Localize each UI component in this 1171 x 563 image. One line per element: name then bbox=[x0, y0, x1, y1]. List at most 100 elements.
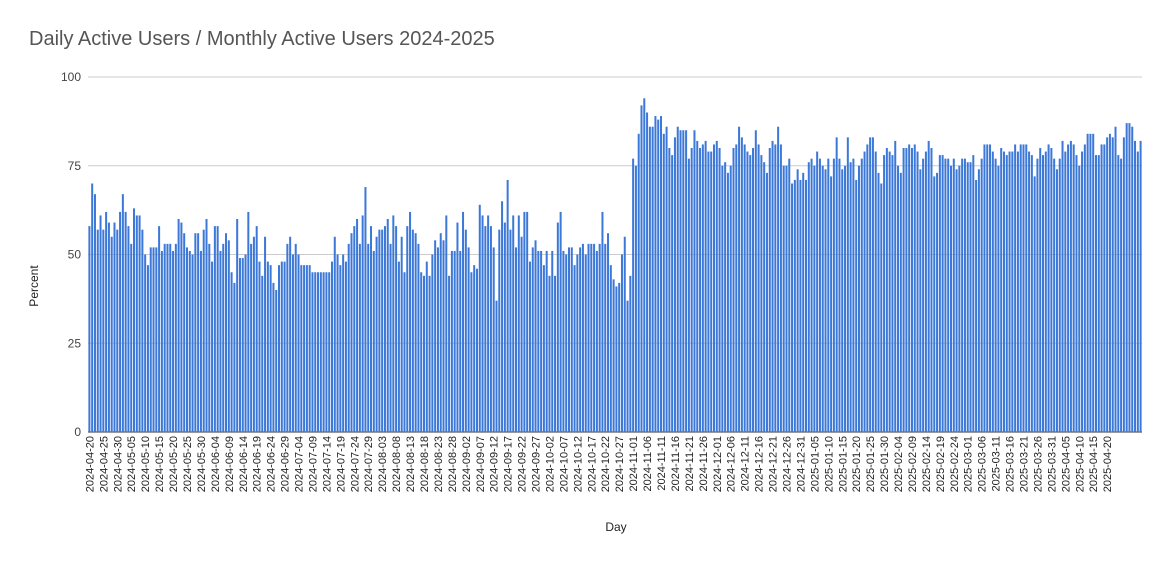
bar bbox=[958, 165, 961, 432]
bar bbox=[503, 222, 506, 432]
bar bbox=[857, 165, 860, 432]
x-axis-label: Day bbox=[605, 520, 626, 534]
bar bbox=[559, 211, 562, 432]
bar bbox=[991, 151, 994, 433]
y-tick-label: 50 bbox=[68, 248, 82, 262]
bar bbox=[1050, 148, 1053, 432]
bar bbox=[166, 243, 169, 432]
bar bbox=[523, 211, 526, 432]
bar bbox=[1011, 151, 1014, 433]
x-tick-label: 2025-02-09 bbox=[907, 436, 919, 492]
bar bbox=[303, 265, 306, 432]
bar bbox=[172, 250, 175, 432]
bar bbox=[548, 275, 551, 432]
bar bbox=[297, 254, 300, 432]
bar bbox=[623, 236, 626, 432]
x-tick-label: 2024-06-09 bbox=[224, 436, 236, 492]
bar bbox=[238, 258, 241, 432]
bar bbox=[746, 151, 749, 433]
bar bbox=[832, 158, 835, 432]
bar bbox=[969, 162, 972, 432]
bar bbox=[880, 183, 883, 432]
x-tick-label: 2024-12-21 bbox=[768, 436, 780, 492]
bar bbox=[646, 112, 649, 432]
bar bbox=[417, 243, 420, 432]
x-tick-label: 2024-04-20 bbox=[84, 436, 96, 492]
bar bbox=[537, 250, 540, 432]
x-tick-label: 2025-04-20 bbox=[1102, 436, 1114, 492]
x-tick-label: 2024-12-16 bbox=[754, 436, 766, 492]
x-tick-label: 2024-05-20 bbox=[168, 436, 180, 492]
x-tick-label: 2025-03-26 bbox=[1032, 436, 1044, 492]
bar bbox=[515, 247, 518, 432]
bar bbox=[1128, 123, 1131, 433]
bar bbox=[116, 229, 119, 432]
bar bbox=[966, 162, 969, 432]
bar bbox=[562, 250, 565, 432]
bar bbox=[961, 158, 964, 432]
bar bbox=[699, 148, 702, 432]
bar bbox=[289, 236, 292, 432]
x-tick-label: 2024-12-11 bbox=[740, 436, 752, 491]
bar bbox=[420, 272, 423, 432]
x-tick-label: 2025-03-31 bbox=[1046, 436, 1058, 492]
bar bbox=[534, 240, 537, 432]
bar bbox=[386, 219, 389, 432]
bar bbox=[726, 172, 729, 432]
bar bbox=[261, 275, 264, 432]
bar bbox=[347, 243, 350, 432]
bar bbox=[972, 155, 975, 432]
bar bbox=[141, 229, 144, 432]
bar bbox=[749, 155, 752, 432]
bar bbox=[283, 261, 286, 432]
bar bbox=[250, 243, 253, 432]
bar bbox=[517, 215, 520, 432]
bar bbox=[693, 130, 696, 432]
bar bbox=[205, 219, 208, 432]
bar bbox=[1086, 133, 1089, 433]
x-tick-label: 2024-07-24 bbox=[349, 436, 361, 492]
bar bbox=[897, 165, 900, 432]
bar bbox=[626, 300, 629, 432]
bar bbox=[757, 144, 760, 432]
bar bbox=[785, 165, 788, 432]
bar bbox=[319, 272, 322, 432]
bar bbox=[102, 229, 105, 432]
bar bbox=[459, 250, 462, 432]
bar bbox=[609, 265, 612, 432]
x-tick-label: 2025-02-04 bbox=[893, 436, 905, 492]
bar bbox=[99, 215, 102, 432]
bar bbox=[919, 169, 922, 433]
bar bbox=[604, 243, 607, 432]
x-tick-label: 2025-02-14 bbox=[921, 436, 933, 492]
bar bbox=[473, 265, 476, 432]
bar bbox=[185, 247, 188, 432]
bar bbox=[933, 176, 936, 432]
x-tick-label: 2025-01-25 bbox=[865, 436, 877, 492]
bar bbox=[888, 151, 891, 433]
bar bbox=[1120, 158, 1123, 432]
bar bbox=[796, 169, 799, 433]
bar bbox=[247, 211, 250, 432]
bar bbox=[1044, 151, 1047, 433]
bar bbox=[414, 233, 417, 432]
bar bbox=[1078, 165, 1081, 432]
bar bbox=[936, 172, 939, 432]
bar bbox=[1072, 144, 1075, 432]
bar bbox=[364, 187, 367, 432]
bar bbox=[777, 126, 780, 432]
bar bbox=[632, 158, 635, 432]
bar bbox=[227, 240, 230, 432]
bar bbox=[1016, 151, 1019, 433]
bar bbox=[213, 226, 216, 432]
bar bbox=[565, 254, 568, 432]
bar bbox=[891, 155, 894, 432]
bar bbox=[793, 179, 796, 432]
x-tick-label: 2024-10-07 bbox=[558, 436, 570, 492]
bar bbox=[96, 229, 99, 432]
bar bbox=[163, 243, 166, 432]
bar bbox=[277, 265, 281, 432]
x-tick-label: 2024-07-14 bbox=[321, 436, 333, 492]
x-tick-label: 2024-09-12 bbox=[489, 436, 501, 492]
bar bbox=[1136, 151, 1139, 433]
